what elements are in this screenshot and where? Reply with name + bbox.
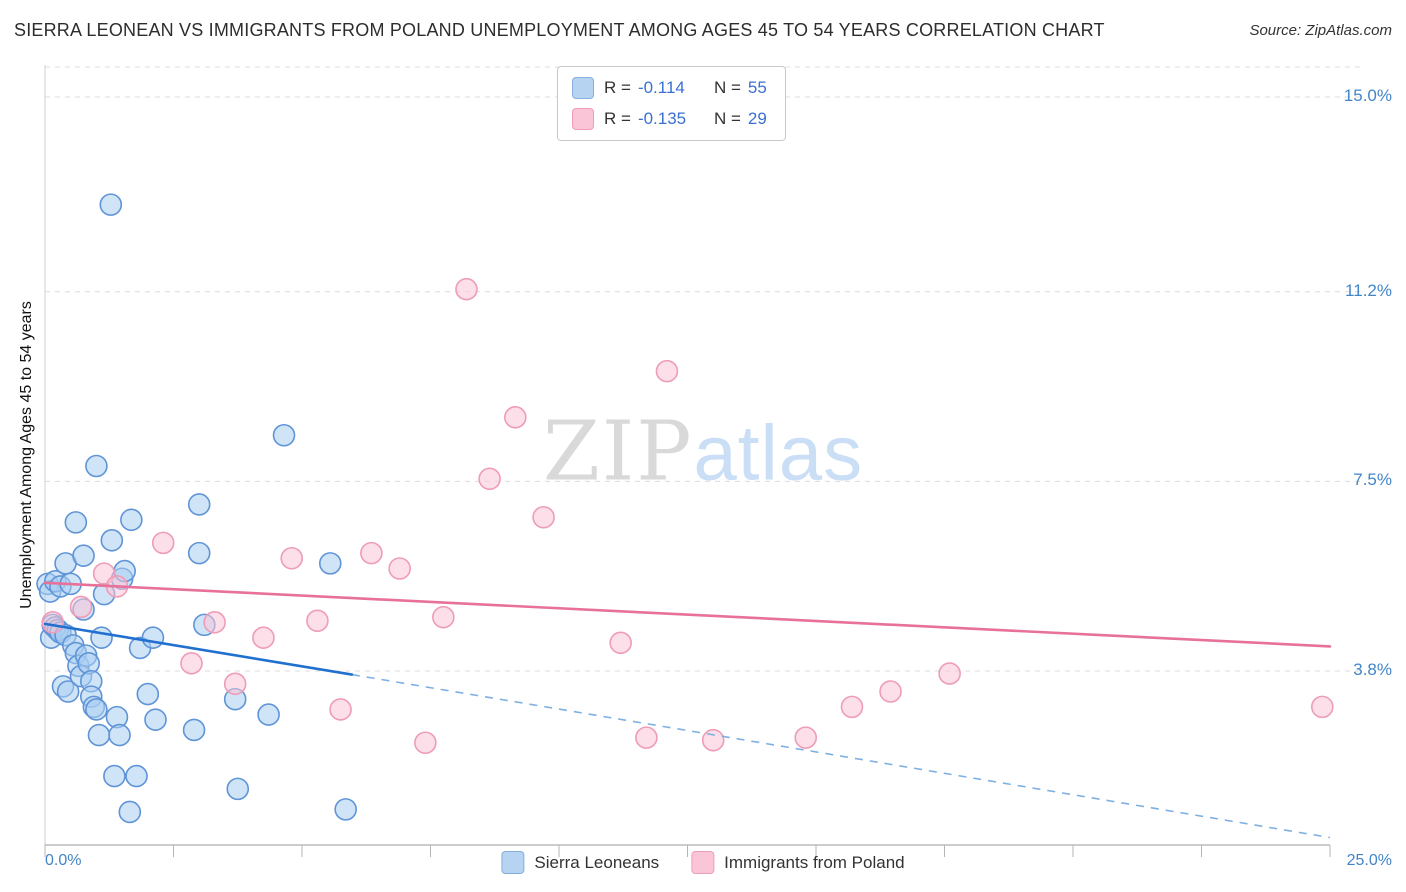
- point-immigrants-from-poland: [1310, 695, 1334, 719]
- point-immigrants-from-poland: [69, 595, 93, 619]
- r-label: R =: [604, 78, 631, 97]
- page-title: SIERRA LEONEAN VS IMMIGRANTS FROM POLAND…: [14, 20, 1105, 40]
- point-sierra-leoneans: [141, 626, 165, 649]
- trendline-sierra-leoneans-extrapolated: [351, 673, 1331, 839]
- point-immigrants-from-poland: [306, 609, 329, 633]
- y-tick-label: 3.8%: [1353, 660, 1392, 679]
- point-sierra-leoneans: [318, 552, 342, 575]
- point-immigrants-from-poland: [388, 557, 411, 580]
- correlation-stats-legend: R = -0.114 N = 55 R = -0.135 N = 29: [557, 66, 786, 141]
- point-sierra-leoneans: [108, 723, 131, 747]
- watermark-zip-text: ZIP: [542, 404, 694, 500]
- point-sierra-leoneans: [85, 454, 108, 478]
- point-immigrants-from-poland: [938, 662, 961, 685]
- point-immigrants-from-poland: [223, 672, 247, 696]
- legend-item-sierra-leoneans: Sierra Leoneans: [501, 851, 659, 874]
- legend-label: Immigrants from Poland: [724, 852, 905, 872]
- point-sierra-leoneans: [187, 541, 211, 565]
- point-immigrants-from-poland: [151, 531, 175, 555]
- point-sierra-leoneans: [182, 718, 206, 742]
- point-sierra-leoneans: [72, 544, 95, 567]
- point-immigrants-from-poland: [478, 467, 501, 491]
- immigrants-from-poland-swatch-icon: [691, 851, 715, 874]
- r-value: -0.114: [637, 78, 685, 97]
- series-legend: Sierra Leoneans Immigrants from Poland: [501, 851, 905, 874]
- n-value: 29: [747, 109, 767, 128]
- n-label: N =: [713, 109, 741, 128]
- point-immigrants-from-poland: [879, 680, 902, 703]
- point-sierra-leoneans: [272, 423, 296, 447]
- point-immigrants-from-poland: [203, 611, 226, 634]
- point-sierra-leoneans: [226, 777, 250, 801]
- sierra-leoneans-swatch-icon: [572, 77, 594, 99]
- point-sierra-leoneans: [56, 680, 80, 703]
- r-label: R =: [604, 109, 631, 128]
- legend-label: Sierra Leoneans: [534, 852, 660, 872]
- y-axis-title: Unemployment Among Ages 45 to 54 years: [18, 301, 35, 609]
- point-immigrants-from-poland: [794, 726, 818, 749]
- point-sierra-leoneans: [99, 193, 123, 216]
- y-tick-label: 11.2%: [1345, 280, 1392, 300]
- point-sierra-leoneans: [257, 703, 280, 726]
- point-sierra-leoneans: [100, 529, 124, 552]
- legend-item-immigrants-from-poland: Immigrants from Poland: [691, 851, 905, 874]
- point-immigrants-from-poland: [280, 546, 304, 570]
- legend-row-sierra-leoneans: R = -0.114 N = 55: [572, 77, 767, 99]
- trendline-sierra-leoneans: [43, 622, 354, 676]
- point-sierra-leoneans: [144, 708, 167, 731]
- x-axis-min-label: 0.0%: [45, 852, 82, 869]
- sierra-leoneans-swatch-icon: [501, 851, 525, 874]
- point-sierra-leoneans: [334, 798, 357, 821]
- point-immigrants-from-poland: [504, 406, 527, 429]
- point-sierra-leoneans: [103, 764, 126, 788]
- trendline-immigrants-from-poland: [43, 581, 1332, 648]
- r-value: -0.135: [637, 109, 687, 128]
- immigrants-from-poland-swatch-icon: [572, 108, 594, 130]
- point-immigrants-from-poland: [432, 605, 455, 629]
- zipatlas-watermark: ZIPatlas: [543, 405, 863, 500]
- point-immigrants-from-poland: [41, 611, 65, 634]
- point-immigrants-from-poland: [701, 728, 725, 752]
- point-sierra-leoneans: [187, 493, 211, 516]
- x-axis-max-label: 25.0%: [1346, 852, 1392, 869]
- point-immigrants-from-poland: [252, 626, 275, 649]
- point-sierra-leoneans: [120, 508, 143, 532]
- legend-row-immigrants-from-poland: R = -0.135 N = 29: [572, 108, 767, 130]
- n-label: N =: [713, 78, 741, 97]
- point-sierra-leoneans: [125, 764, 148, 788]
- source-attribution-link[interactable]: Source: ZipAtlas.com: [1249, 22, 1392, 39]
- point-immigrants-from-poland: [532, 505, 555, 529]
- point-immigrants-from-poland: [414, 731, 437, 755]
- point-sierra-leoneans: [64, 511, 88, 534]
- point-sierra-leoneans: [90, 626, 113, 649]
- point-sierra-leoneans: [85, 698, 108, 721]
- y-tick-label: 7.5%: [1353, 470, 1392, 490]
- point-immigrants-from-poland: [360, 541, 383, 565]
- point-immigrants-from-poland: [180, 652, 203, 675]
- point-sierra-leoneans: [136, 682, 160, 706]
- point-immigrants-from-poland: [329, 698, 352, 721]
- n-value: 55: [747, 78, 767, 97]
- point-immigrants-from-poland: [655, 359, 679, 383]
- point-immigrants-from-poland: [609, 631, 632, 655]
- point-sierra-leoneans: [87, 723, 111, 747]
- point-immigrants-from-poland: [840, 695, 864, 719]
- point-immigrants-from-poland: [635, 726, 658, 749]
- point-immigrants-from-poland: [455, 277, 478, 301]
- y-tick-label: 15.0%: [1343, 86, 1392, 105]
- point-sierra-leoneans: [118, 800, 142, 824]
